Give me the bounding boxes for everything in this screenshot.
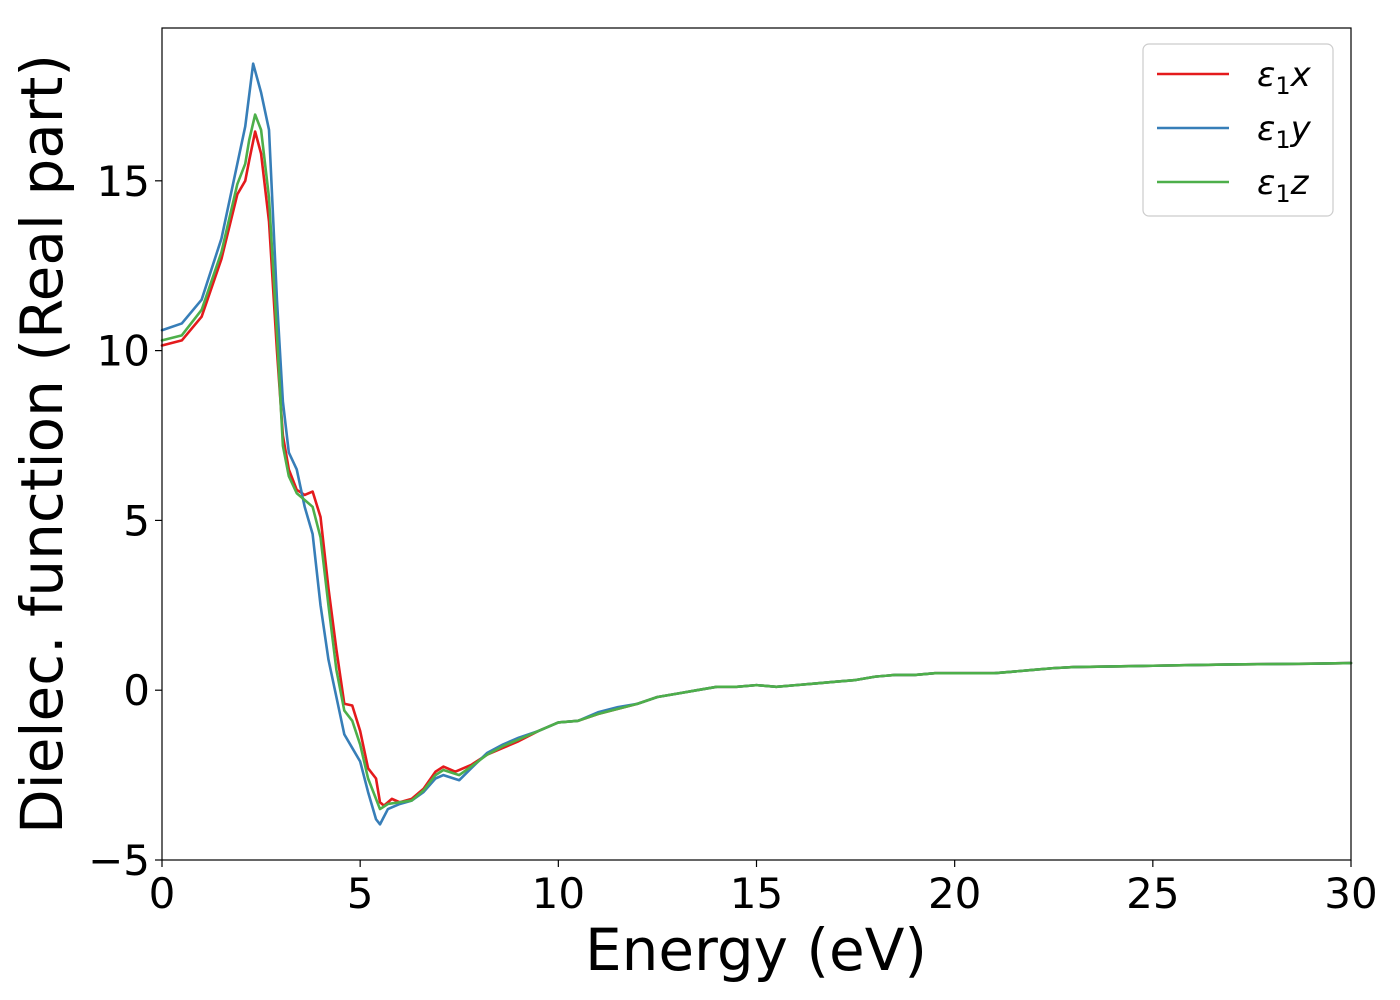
x-axis-label: Energy (eV) — [585, 916, 927, 984]
x-tick-label: 30 — [1324, 869, 1377, 918]
x-tick-label: 0 — [149, 869, 176, 918]
legend-label-y: ε1y — [1257, 109, 1312, 154]
y-tick-label: −5 — [88, 836, 150, 885]
series-line-x — [160, 130, 1353, 807]
legend-label-z: ε1z — [1257, 163, 1310, 208]
y-axis-label: Dielec. function (Real part) — [8, 54, 76, 834]
x-tick-label: 25 — [1126, 869, 1179, 918]
legend-box — [1142, 43, 1334, 217]
y-tick-label: 15 — [97, 157, 150, 206]
legend: ε1x ε1y ε1z — [1142, 43, 1334, 217]
x-tick-label: 10 — [532, 869, 585, 918]
y-tick-label: 5 — [123, 496, 150, 545]
series-line-z — [160, 113, 1353, 811]
y-tick-label: 0 — [123, 666, 150, 715]
x-tick-label: 5 — [347, 869, 374, 918]
legend-label-x: ε1x — [1257, 55, 1312, 100]
legend-entries: ε1x ε1y ε1z — [1157, 55, 1312, 208]
x-tick-label: 15 — [730, 869, 783, 918]
y-tick-label: 10 — [97, 327, 150, 376]
x-tick-label: 20 — [928, 869, 981, 918]
series-layer — [160, 62, 1353, 826]
